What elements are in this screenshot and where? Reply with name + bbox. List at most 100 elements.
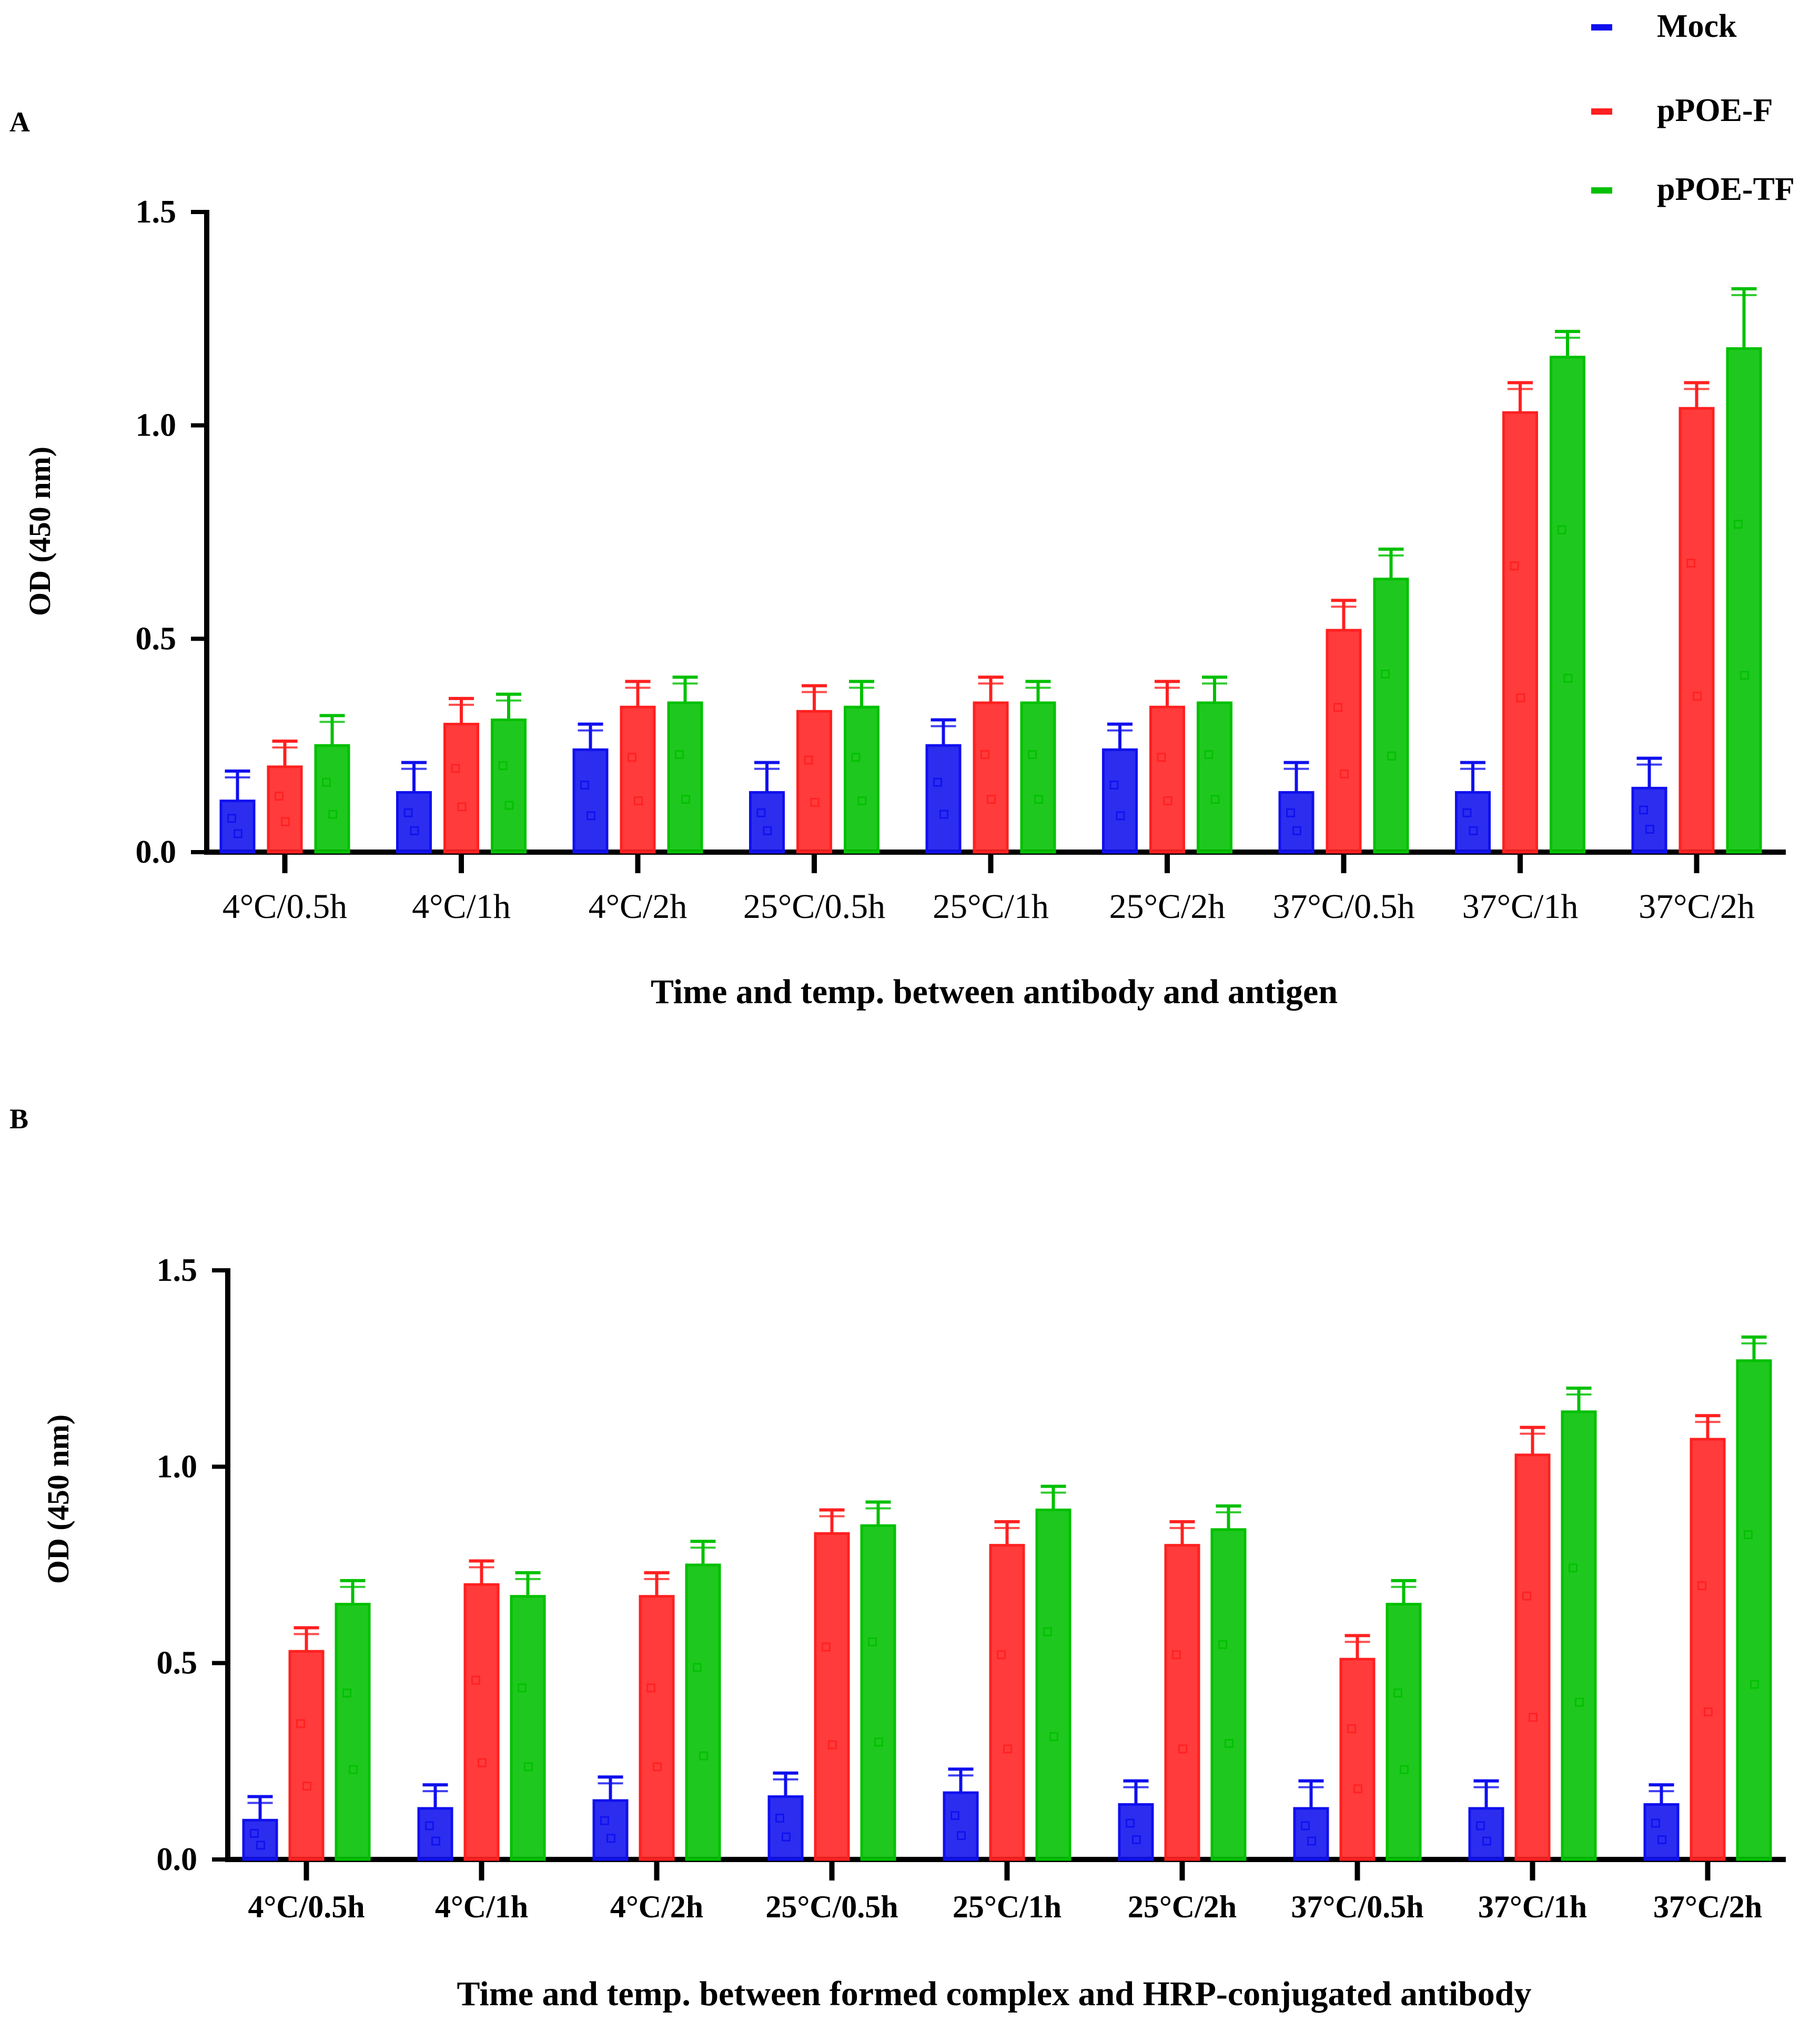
data-point xyxy=(322,777,331,787)
bar-ppoe-tf xyxy=(491,692,527,854)
legend: Mock pPOE-F pPOE-TF xyxy=(1591,8,1795,207)
data-point xyxy=(234,829,242,838)
data-point xyxy=(763,826,772,835)
x-tick-label: 4°C/0.5h xyxy=(248,1889,365,1924)
data-point xyxy=(1333,703,1342,712)
bar-rect xyxy=(1293,1807,1329,1861)
bar-ppoe-tf xyxy=(1020,680,1056,854)
bar-mock xyxy=(1643,1783,1680,1861)
bar-ppoe-f xyxy=(288,1626,325,1861)
data-point xyxy=(1744,1530,1753,1540)
data-point xyxy=(403,808,413,817)
panel-b-xlabel: Time and temp. between formed complex an… xyxy=(457,1975,1532,2013)
data-point xyxy=(699,1751,708,1761)
data-point xyxy=(868,1637,877,1646)
data-point xyxy=(1697,1581,1706,1591)
data-point xyxy=(524,1762,533,1772)
data-point xyxy=(1225,1738,1233,1748)
bar-rect xyxy=(1326,629,1362,854)
data-point xyxy=(1740,671,1749,680)
data-point xyxy=(1178,1744,1187,1754)
y-tick-label: 0.5 xyxy=(157,1645,198,1681)
bar-ppoe-tf xyxy=(1726,287,1762,854)
bar-ppoe-f xyxy=(620,680,656,854)
data-point xyxy=(1686,559,1695,568)
x-tick-label: 37°C/1h xyxy=(1478,1889,1587,1924)
data-point xyxy=(1569,1563,1578,1573)
x-tick-label: 4°C/0.5h xyxy=(223,887,347,926)
data-point xyxy=(328,810,337,819)
bar-rect xyxy=(1643,1803,1680,1861)
data-point xyxy=(775,1813,784,1823)
x-tick-label: 37°C/2h xyxy=(1653,1889,1762,1924)
bar-ppoe-tf xyxy=(314,714,350,854)
x-tick-label: 4°C/2h xyxy=(610,1889,703,1924)
legend-label-ppoe-tf: pPOE-TF xyxy=(1657,171,1795,207)
bar-ppoe-tf xyxy=(1561,1387,1597,1861)
x-tick-label: 25°C/1h xyxy=(933,887,1049,926)
data-point xyxy=(342,1689,351,1698)
bar-ppoe-tf xyxy=(667,675,703,854)
data-point xyxy=(256,1841,265,1850)
data-point xyxy=(828,1740,837,1750)
data-point xyxy=(1286,808,1295,817)
chart-panel-b: B OD (450 nm) 0.0 0.5 1.0 1.5 4°C/0.5h 4°C/1h… xyxy=(9,1103,1786,2013)
data-point xyxy=(1163,796,1172,805)
legend-label-mock: Mock xyxy=(1657,8,1737,44)
data-point xyxy=(1693,692,1702,701)
data-point xyxy=(1301,1821,1310,1831)
bar-ppoe-tf xyxy=(1035,1484,1071,1861)
bar-rect xyxy=(639,1595,675,1861)
bar-ppoe-tf xyxy=(1550,330,1585,854)
data-point xyxy=(425,1821,434,1831)
data-point xyxy=(431,1836,440,1846)
bar-rect xyxy=(1690,1438,1726,1861)
bar-rect xyxy=(288,1650,325,1861)
data-point xyxy=(250,1828,259,1838)
legend-swatch-ppoe-f xyxy=(1591,108,1612,115)
bar-ppoe-tf xyxy=(685,1540,721,1861)
data-point xyxy=(471,1675,480,1685)
data-point xyxy=(1028,750,1037,759)
bar-mock xyxy=(1118,1779,1154,1861)
data-point xyxy=(1340,769,1349,779)
panel-b-label: B xyxy=(9,1103,28,1135)
bar-rect xyxy=(749,791,785,854)
bar-rect xyxy=(1726,347,1762,854)
panel-b-ylabel: OD (450 nm) xyxy=(41,1414,75,1584)
bar-rect xyxy=(1550,356,1585,854)
bar-rect xyxy=(1278,791,1315,854)
legend-swatch-ppoe-tf xyxy=(1591,187,1612,194)
data-point xyxy=(410,826,419,835)
bar-rect xyxy=(1386,1603,1422,1861)
bar-ppoe-f xyxy=(1679,381,1715,854)
bar-rect xyxy=(1502,411,1538,854)
bar-ppoe-f xyxy=(1326,599,1362,854)
bar-rect xyxy=(1164,1544,1200,1861)
data-point xyxy=(281,817,290,826)
bar-ppoe-f xyxy=(1164,1520,1200,1861)
bar-ppoe-tf xyxy=(860,1500,896,1861)
bar-ppoe-f xyxy=(463,1559,500,1861)
y-tick-label: 1.5 xyxy=(157,1252,198,1288)
bar-rect xyxy=(620,705,656,854)
bar-rect xyxy=(1035,1508,1071,1861)
data-point xyxy=(1476,1821,1485,1831)
data-point xyxy=(275,792,284,801)
data-point xyxy=(1292,826,1301,835)
data-point xyxy=(1132,1835,1141,1844)
data-point xyxy=(587,811,595,821)
bar-ppoe-f xyxy=(973,675,1009,854)
data-point xyxy=(1482,1836,1491,1846)
bar-rect xyxy=(491,718,527,854)
bar-mock xyxy=(1631,756,1667,854)
bar-rect xyxy=(1468,1807,1504,1861)
y-tick-label: 0.5 xyxy=(136,621,177,656)
bar-rect xyxy=(572,748,609,854)
bar-ppoe-f xyxy=(443,696,479,854)
chart-panel-a: A OD (450 nm) 0.0 0.5 1.0 1.5 4°C/0.5h 4°C/1h… xyxy=(9,106,1786,1011)
data-point xyxy=(957,1831,966,1841)
data-point xyxy=(634,796,643,805)
bar-rect xyxy=(860,1524,896,1861)
